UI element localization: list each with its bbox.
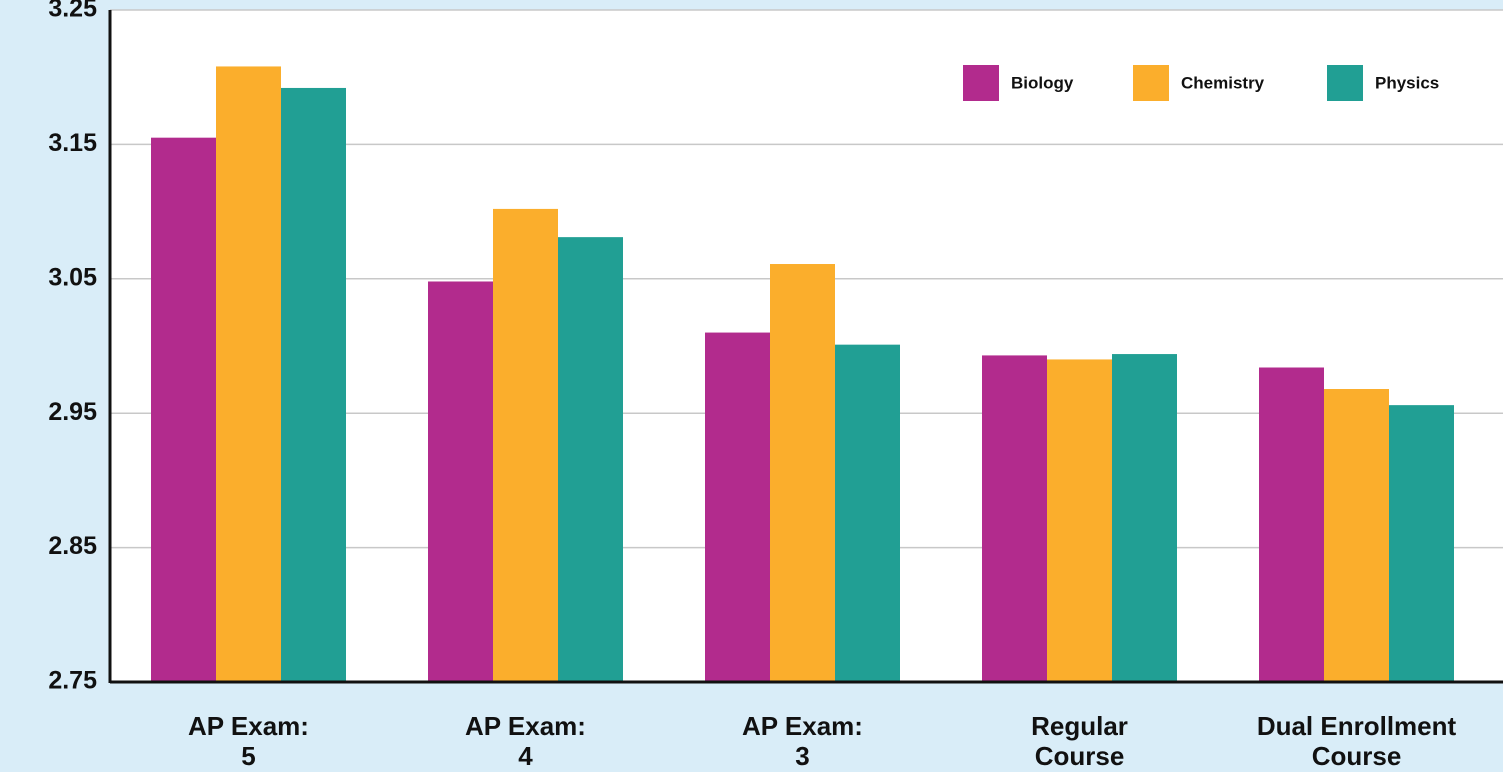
bar (216, 66, 281, 682)
bar (493, 208, 558, 683)
bar (151, 137, 216, 682)
bar (835, 344, 900, 682)
x-tick-label: AP Exam: 5 (188, 711, 309, 771)
x-tick-label-line: AP Exam: (465, 711, 586, 741)
x-tick-label-line: 5 (241, 741, 255, 771)
x-tick-label-line: Regular (1031, 711, 1128, 741)
bar (428, 281, 493, 682)
legend-swatch (1327, 65, 1363, 101)
bar (1112, 354, 1177, 682)
x-tick-label-line: 4 (518, 741, 533, 771)
x-tick-label-line: AP Exam: (742, 711, 863, 741)
x-tick-label-line: Dual Enrollment (1257, 711, 1457, 741)
y-tick-label: 2.85 (48, 532, 97, 560)
y-tick-label: 2.75 (48, 667, 97, 695)
legend-label: Chemistry (1181, 73, 1265, 92)
bar (558, 237, 623, 683)
y-tick-label: 2.95 (48, 398, 97, 426)
bar (705, 332, 770, 682)
bar (982, 355, 1047, 682)
legend-swatch (1133, 65, 1169, 101)
x-tick-label: AP Exam: 3 (742, 711, 863, 771)
bar (281, 87, 346, 682)
legend-label: Biology (1011, 73, 1074, 92)
legend-label: Physics (1375, 73, 1439, 92)
x-tick-label-line: AP Exam: (188, 711, 309, 741)
x-tick-label-line: 3 (795, 741, 809, 771)
x-tick-label: Regular Course (1031, 711, 1128, 771)
x-tick-label-line: Course (1035, 741, 1125, 771)
y-tick-label: 3.15 (48, 129, 97, 157)
x-tick-label-line: Course (1312, 741, 1402, 771)
bar (770, 264, 835, 682)
x-tick-label: AP Exam: 4 (465, 711, 586, 771)
bar (1389, 405, 1454, 682)
bar (1324, 389, 1389, 682)
legend-swatch (963, 65, 999, 101)
y-tick-label: 3.05 (48, 263, 97, 291)
bar (1047, 359, 1112, 682)
x-tick-label: Dual Enrollment Course (1257, 711, 1457, 771)
bar (1259, 367, 1324, 682)
y-tick-label: 3.25 (48, 0, 97, 23)
